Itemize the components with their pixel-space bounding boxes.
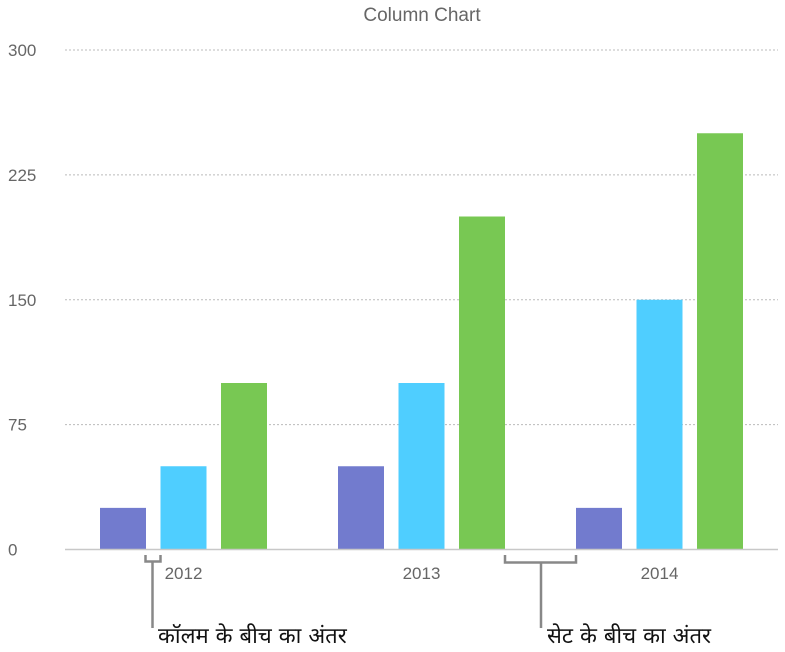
bar-2014-series-1 <box>576 507 622 550</box>
y-tick-label: 150 <box>8 291 36 310</box>
y-tick-label: 0 <box>8 541 17 560</box>
x-tick-label: 2013 <box>403 564 441 583</box>
bar-2013-series-1 <box>338 466 384 550</box>
set-gap-bracket <box>503 555 578 628</box>
bar-2013-series-2 <box>398 383 445 550</box>
y-tick-label: 75 <box>8 416 27 435</box>
set-gap-label: सेट के बीच का अंतर <box>547 623 712 649</box>
chart-title: Column Chart <box>363 5 481 26</box>
column-gap-bracket <box>144 555 162 628</box>
bar-2014-series-3 <box>697 133 743 550</box>
y-tick-label: 300 <box>8 41 36 60</box>
y-tick-label: 225 <box>8 166 36 185</box>
x-tick-label: 2014 <box>641 564 679 583</box>
bar-2014-series-2 <box>636 299 683 550</box>
bar-2012-series-1 <box>100 507 146 550</box>
x-tick-label: 2012 <box>165 564 203 583</box>
bar-2013-series-3 <box>459 216 505 550</box>
column-gap-label: कॉलम के बीच का अंतर <box>158 623 348 649</box>
bar-2012-series-3 <box>221 383 267 550</box>
bar-2012-series-2 <box>160 466 207 550</box>
